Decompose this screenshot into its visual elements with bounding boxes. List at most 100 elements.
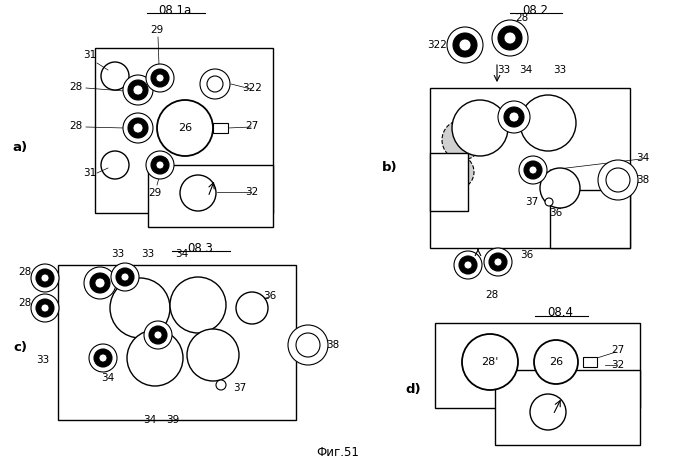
Circle shape <box>127 330 183 386</box>
Circle shape <box>454 251 482 279</box>
Circle shape <box>504 107 524 127</box>
Bar <box>148 165 273 227</box>
Circle shape <box>498 101 530 133</box>
Text: 34: 34 <box>101 373 115 383</box>
Circle shape <box>36 299 54 317</box>
Circle shape <box>146 64 174 92</box>
Bar <box>583 357 597 367</box>
Text: b): b) <box>382 162 398 174</box>
Text: 08.3: 08.3 <box>187 241 213 254</box>
Bar <box>430 153 468 211</box>
Circle shape <box>207 76 223 92</box>
Circle shape <box>133 85 143 95</box>
Text: 28: 28 <box>69 82 82 92</box>
Text: 27: 27 <box>245 121 259 131</box>
Circle shape <box>144 321 172 349</box>
Circle shape <box>121 273 129 281</box>
Circle shape <box>90 273 110 293</box>
Circle shape <box>99 354 107 362</box>
Text: 28': 28' <box>482 357 498 367</box>
Circle shape <box>216 380 226 390</box>
Circle shape <box>156 74 164 82</box>
Circle shape <box>509 112 519 122</box>
Text: 28: 28 <box>69 121 82 131</box>
Text: 28: 28 <box>485 290 498 300</box>
Text: c): c) <box>13 342 27 355</box>
Circle shape <box>123 113 153 143</box>
Circle shape <box>459 256 477 274</box>
Text: 322: 322 <box>427 40 447 50</box>
Circle shape <box>519 156 547 184</box>
Circle shape <box>447 27 483 63</box>
Text: a): a) <box>13 142 27 155</box>
Circle shape <box>464 261 472 269</box>
Circle shape <box>146 151 174 179</box>
Circle shape <box>170 277 226 333</box>
Circle shape <box>156 161 164 169</box>
Bar <box>550 190 630 248</box>
Circle shape <box>540 168 580 208</box>
Circle shape <box>31 264 59 292</box>
Circle shape <box>36 269 54 287</box>
Circle shape <box>529 166 537 174</box>
Circle shape <box>545 198 553 206</box>
Text: 36: 36 <box>549 208 563 218</box>
Text: 37: 37 <box>233 383 247 393</box>
Circle shape <box>128 80 148 100</box>
Circle shape <box>180 175 216 211</box>
Text: 36: 36 <box>520 250 533 260</box>
Text: 33: 33 <box>111 249 124 259</box>
Circle shape <box>462 334 518 390</box>
Circle shape <box>116 268 134 286</box>
Text: 28: 28 <box>515 13 528 23</box>
Text: 34: 34 <box>175 249 189 259</box>
Text: 322: 322 <box>242 83 262 93</box>
Circle shape <box>453 33 477 57</box>
Circle shape <box>236 292 268 324</box>
Circle shape <box>492 20 528 56</box>
Circle shape <box>459 39 471 51</box>
Circle shape <box>128 118 148 138</box>
Bar <box>435 323 640 408</box>
Circle shape <box>84 267 116 299</box>
Circle shape <box>151 156 169 174</box>
Circle shape <box>123 75 153 105</box>
Circle shape <box>31 294 59 322</box>
Circle shape <box>111 263 139 291</box>
Circle shape <box>489 253 507 271</box>
Text: 26: 26 <box>549 357 563 367</box>
Circle shape <box>151 69 169 87</box>
Circle shape <box>89 344 117 372</box>
Circle shape <box>149 326 167 344</box>
Circle shape <box>101 62 129 90</box>
Text: 28: 28 <box>18 267 31 277</box>
Text: 33: 33 <box>36 355 50 365</box>
Text: 08.1a: 08.1a <box>159 4 192 16</box>
Circle shape <box>498 26 522 50</box>
Circle shape <box>200 69 230 99</box>
Circle shape <box>288 325 328 365</box>
Bar <box>495 370 640 445</box>
Text: 33: 33 <box>498 65 511 75</box>
Circle shape <box>133 123 143 133</box>
Circle shape <box>452 100 508 156</box>
Text: 32: 32 <box>612 360 625 370</box>
Text: 28: 28 <box>18 298 31 308</box>
Circle shape <box>504 32 516 44</box>
Text: d): d) <box>405 384 421 397</box>
Circle shape <box>494 258 502 266</box>
Text: 33: 33 <box>141 249 154 259</box>
Circle shape <box>187 329 239 381</box>
Text: 36: 36 <box>264 291 277 301</box>
Text: Фиг.51: Фиг.51 <box>317 445 359 459</box>
Circle shape <box>530 394 566 430</box>
Circle shape <box>440 155 474 189</box>
Text: 27: 27 <box>612 345 625 355</box>
Text: 37: 37 <box>526 197 539 207</box>
Circle shape <box>484 248 512 276</box>
Circle shape <box>520 95 576 151</box>
Circle shape <box>296 333 320 357</box>
Text: 31: 31 <box>83 168 96 178</box>
Circle shape <box>154 331 162 339</box>
Text: 26: 26 <box>178 123 192 133</box>
